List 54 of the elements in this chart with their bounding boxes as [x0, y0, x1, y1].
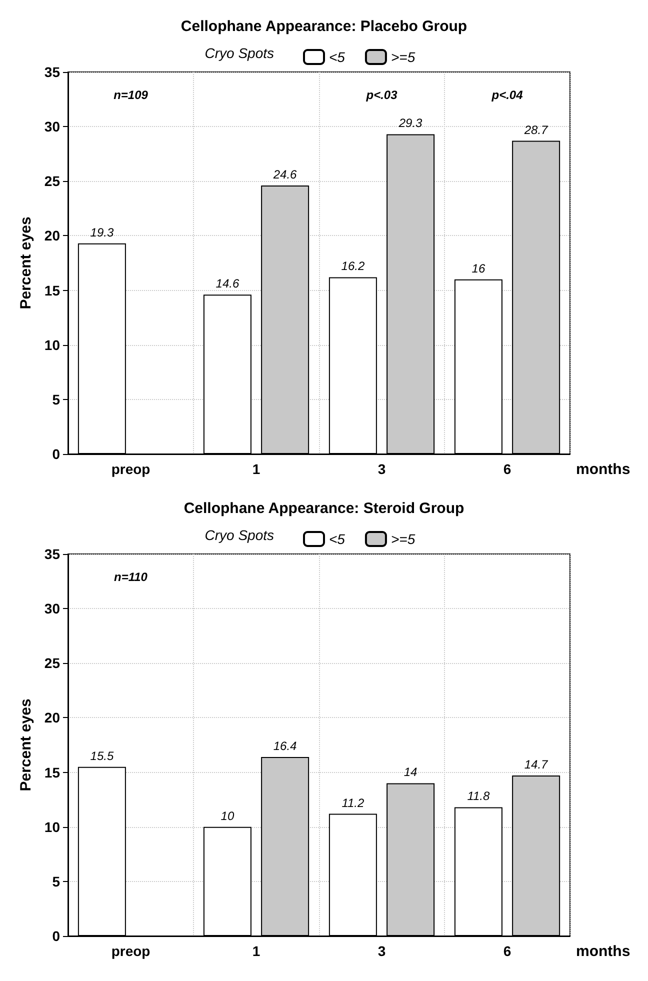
data-label: 14.7: [524, 758, 550, 772]
data-label: 10: [220, 808, 234, 823]
legend-label: >=5: [390, 49, 416, 65]
x-tick-label: 1: [252, 461, 260, 477]
x-tick-label: 3: [378, 461, 386, 477]
annotation: p<.04: [490, 88, 524, 102]
x-tick-label: 1: [252, 943, 260, 959]
annotation: p<.03: [365, 88, 398, 102]
y-tick-label: 35: [44, 546, 60, 562]
x-tick-label: preop: [111, 461, 150, 477]
data-label: 16: [472, 261, 486, 276]
y-tick-label: 20: [44, 228, 60, 244]
y-tick-label: 25: [44, 173, 60, 190]
y-axis-title: Percent eyes: [18, 216, 35, 310]
data-label: 16.2: [341, 259, 365, 274]
y-tick-label: 15: [44, 282, 60, 298]
legend-label: >=5: [390, 531, 416, 547]
y-tick-label: 0: [52, 928, 60, 944]
data-label: 14.6: [216, 276, 240, 291]
legend-title: Cryo Spots: [204, 45, 274, 61]
y-tick-label: 5: [52, 873, 60, 890]
data-label: 14: [404, 765, 418, 780]
y-tick-label: 30: [44, 600, 60, 617]
data-label: 19.3: [90, 225, 114, 240]
data-label: 29.3: [398, 116, 423, 130]
y-tick-label: 15: [44, 764, 60, 780]
data-label: 24.6: [272, 168, 298, 182]
x-tick-label: 3: [378, 943, 386, 959]
x-tick-label: 6: [503, 461, 512, 477]
x-tick-label: preop: [111, 943, 150, 959]
y-tick-label: 20: [44, 710, 60, 726]
data-label: 11.8: [467, 789, 490, 804]
y-tick-label: 30: [44, 118, 60, 135]
legend-label: <5: [329, 531, 346, 547]
annotation: n=110: [114, 570, 148, 584]
x-tick-label: 6: [503, 943, 512, 959]
chart-title: Cellophane Appearance: Placebo Group: [180, 18, 468, 35]
legend-title: Cryo Spots: [204, 527, 274, 543]
y-axis-title: Percent eyes: [18, 698, 35, 792]
y-tick-label: 10: [44, 336, 60, 353]
chart-title: Cellophane Appearance: Steroid Group: [184, 500, 464, 517]
x-axis-title: months: [576, 461, 630, 478]
y-tick-label: 0: [52, 446, 60, 462]
y-tick-label: 10: [44, 818, 60, 835]
legend-label: <5: [329, 49, 346, 65]
y-tick-label: 25: [44, 655, 60, 672]
annotation: n=109: [114, 88, 148, 102]
data-label: 28.7: [523, 122, 550, 137]
data-label: 16.4: [273, 739, 298, 754]
y-tick-label: 35: [44, 64, 60, 80]
y-tick-label: 5: [52, 391, 60, 408]
data-label: 11.2: [342, 796, 365, 810]
x-axis-title: months: [576, 943, 630, 960]
data-label: 15.5: [90, 748, 114, 763]
